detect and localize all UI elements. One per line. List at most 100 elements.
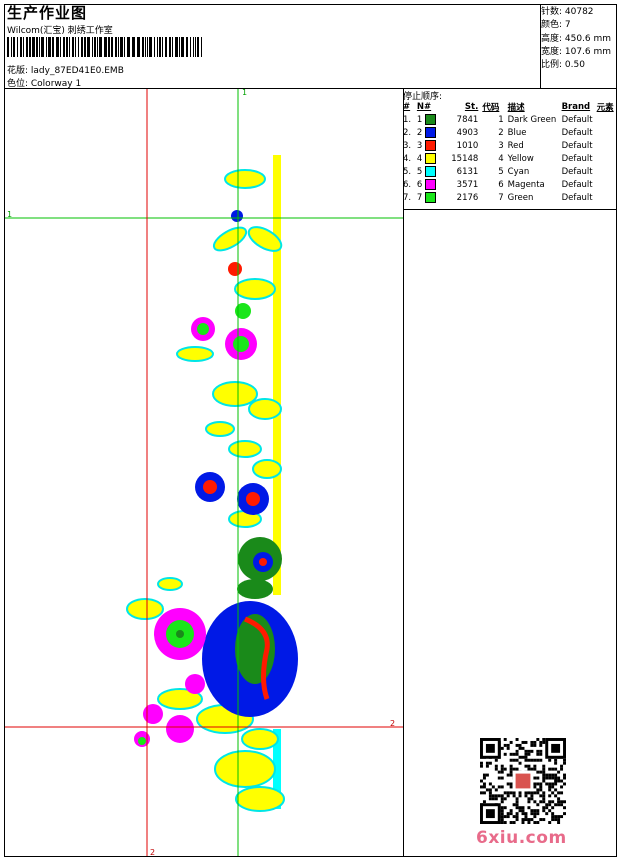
design-preview (5, 89, 403, 856)
design-scale: 比例: 0.50 (541, 60, 585, 71)
col-header: 描述 (507, 102, 525, 113)
description-cell: Blue (507, 127, 527, 138)
code-cell: 3 (498, 140, 504, 151)
brand-cell: Default (561, 127, 593, 138)
color-swatch (425, 166, 437, 177)
row-number: 4. (403, 153, 412, 164)
element-cell (595, 191, 620, 204)
needle-number: 5 (416, 167, 423, 177)
color-swatch (425, 192, 437, 203)
stop-sequence-heading: 停止顺序: (403, 92, 443, 102)
design-width: 宽度: 107.6 mm (541, 46, 612, 57)
code-cell: 2 (498, 127, 504, 138)
element-cell (595, 178, 620, 191)
color-count: 颜色: 7 (541, 20, 571, 31)
stitch-count-cell: 4903 (456, 127, 479, 138)
color-swatch (425, 179, 437, 190)
color-swatch (425, 140, 437, 151)
needle-number: 4 (416, 154, 423, 164)
brand-cell: Default (561, 192, 593, 203)
code-cell: 7 (498, 192, 504, 203)
needle-cell: 1 (415, 113, 443, 126)
header-divider-horizontal (4, 88, 617, 89)
table-row: 2. 2 4903 2 Blue Default (401, 126, 620, 139)
needle-cell: 2 (415, 126, 443, 139)
brand-cell: Default (561, 153, 593, 164)
design-file-name: 花版: lady_87ED41E0.EMB (7, 66, 124, 76)
design-height: 高度: 450.6 mm (541, 33, 612, 44)
col-header: 元素 (596, 102, 614, 113)
stitch-count-cell: 2176 (456, 192, 479, 203)
table-row: 7. 7 2176 7 Green Default (401, 191, 620, 204)
col-header: N# (416, 101, 432, 112)
description-cell: Red (507, 140, 524, 151)
element-cell (595, 152, 620, 165)
row-number: 7. (403, 192, 412, 203)
color-sequence-table: # N# St. 代码 描述 Brand 元素 1. 1 7841 1 Dark Gr… (401, 100, 620, 204)
row-number: 5. (403, 166, 412, 177)
color-swatch (425, 114, 437, 125)
code-cell: 4 (498, 153, 504, 164)
element-cell (595, 139, 620, 152)
table-header-row: # N# St. 代码 描述 Brand 元素 (401, 100, 620, 113)
page-title: 生产作业图 (7, 4, 88, 22)
green-guide-label-left: 1 (7, 210, 13, 219)
color-table-bottom-line (403, 209, 617, 210)
col-header: St. (464, 101, 479, 112)
needle-cell: 6 (415, 178, 443, 191)
red-guide-label-right: 2 (390, 719, 396, 728)
needle-number: 7 (416, 193, 423, 203)
row-number: 1. (403, 114, 412, 125)
element-cell (595, 113, 620, 126)
color-swatch (425, 153, 437, 164)
brand-cell: Default (561, 166, 593, 177)
element-cell (595, 165, 620, 178)
code-cell: 1 (498, 114, 504, 125)
col-header: 代码 (482, 102, 500, 113)
description-cell: Yellow (507, 153, 534, 164)
stitch-count: 针数: 40782 (541, 7, 594, 17)
needle-cell: 4 (415, 152, 443, 165)
stitch-count-cell: 6131 (456, 166, 479, 177)
description-cell: Dark Green (507, 114, 557, 125)
barcode-icon (7, 37, 202, 57)
design-stats: 针数: 40782 颜色: 7 高度: 450.6 mm 宽度: 107.6 m… (541, 6, 611, 72)
table-row: 6. 6 3571 6 Magenta Default (401, 178, 620, 191)
col-header: # (403, 101, 411, 112)
table-row: 4. 4 15148 4 Yellow Default (401, 152, 620, 165)
qr-code-icon (480, 738, 566, 824)
description-cell: Magenta (507, 179, 545, 190)
element-cell (595, 126, 620, 139)
stitch-count-cell: 1010 (456, 140, 479, 151)
row-number: 3. (403, 140, 412, 151)
table-row: 1. 1 7841 1 Dark Green Default (401, 113, 620, 126)
header-divider-vertical (540, 4, 541, 88)
stitch-count-cell: 7841 (456, 114, 479, 125)
table-row: 3. 3 1010 3 Red Default (401, 139, 620, 152)
description-cell: Green (507, 192, 534, 203)
needle-number: 1 (416, 115, 423, 125)
stitch-count-cell: 15148 (451, 153, 479, 164)
code-cell: 6 (498, 179, 504, 190)
company-name: Wilcom(汇宝) 刺绣工作室 (7, 26, 113, 36)
needle-number: 3 (416, 141, 423, 151)
table-row: 5. 5 6131 5 Cyan Default (401, 165, 620, 178)
description-cell: Cyan (507, 166, 530, 177)
needle-cell: 7 (415, 191, 443, 204)
panel-divider (403, 88, 404, 857)
code-cell: 5 (498, 166, 504, 177)
brand-cell: Default (561, 179, 593, 190)
brand-cell: Default (561, 114, 593, 125)
embroidery-artwork (126, 155, 298, 812)
needle-cell: 3 (415, 139, 443, 152)
row-number: 2. (403, 127, 412, 138)
brand-cell: Default (561, 140, 593, 151)
row-number: 6. (403, 179, 412, 190)
needle-number: 2 (416, 128, 423, 138)
watermark: 6xiu.com (476, 828, 567, 848)
stitch-count-cell: 3571 (456, 179, 479, 190)
red-guide-label-bottom: 2 (150, 848, 156, 857)
col-header: Brand (561, 101, 591, 112)
green-guide-label-top: 1 (242, 88, 248, 97)
needle-cell: 5 (415, 165, 443, 178)
